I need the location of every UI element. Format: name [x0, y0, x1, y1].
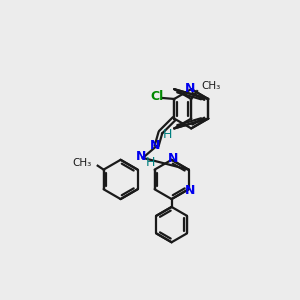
Text: H: H [163, 128, 172, 141]
Text: N: N [167, 152, 178, 165]
Text: N: N [136, 150, 146, 164]
Text: N: N [185, 82, 195, 95]
Text: CH₃: CH₃ [201, 81, 220, 91]
Text: Cl: Cl [150, 91, 163, 103]
Text: N: N [185, 184, 196, 197]
Text: N: N [149, 139, 160, 152]
Text: H: H [146, 156, 155, 169]
Text: CH₃: CH₃ [73, 158, 92, 168]
